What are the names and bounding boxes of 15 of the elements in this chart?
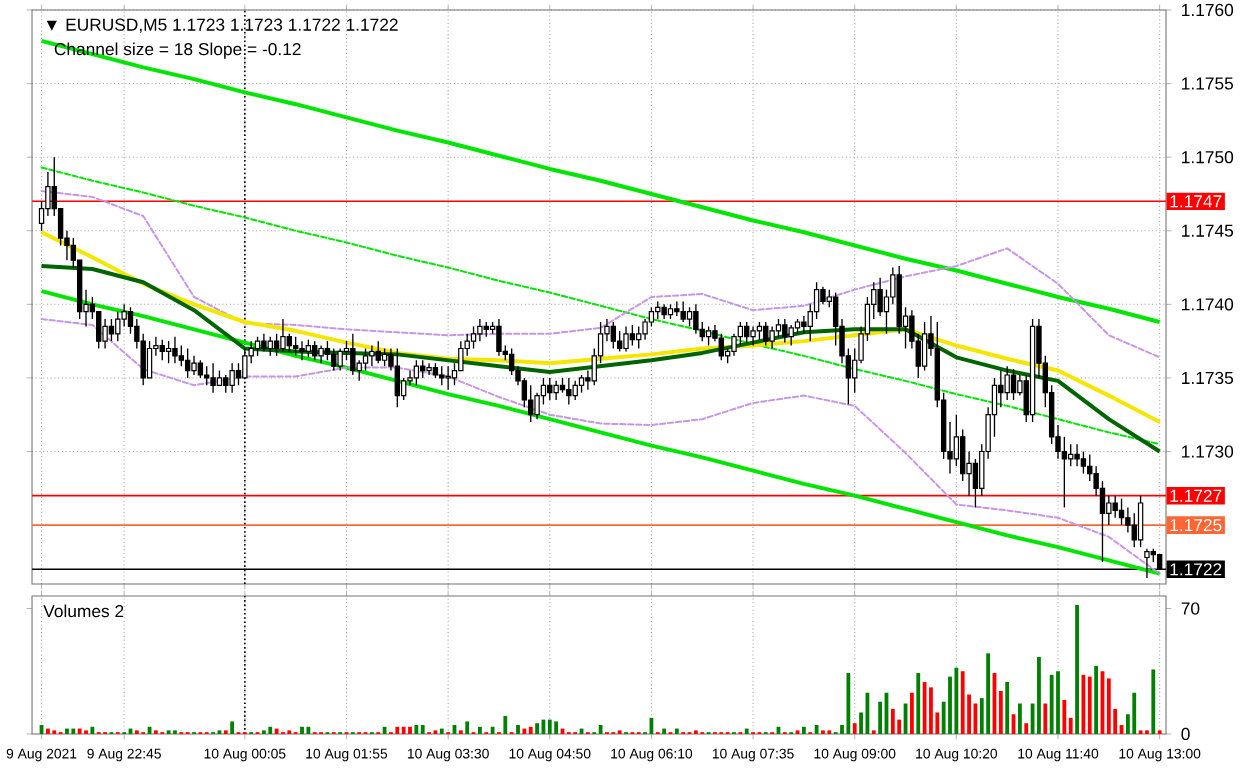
ref-line-label: 1.1727 [1170, 489, 1222, 502]
ref-line-label: 1.1747 [1170, 195, 1222, 208]
y-tick-label: 70 [1181, 602, 1200, 615]
y-tick-label: 1.1745 [1182, 224, 1234, 237]
ref-line-label: 1.1722 [1170, 563, 1222, 576]
y-tick-label: 1.1740 [1182, 298, 1234, 311]
chart-title: Volumes 2 [43, 604, 124, 618]
y-tick-label: 0 [1181, 727, 1190, 741]
y-tick-label: 1.1750 [1182, 151, 1234, 164]
y-tick-label: 1.1735 [1182, 371, 1234, 385]
ref-line-label: 1.1725 [1170, 518, 1222, 532]
chart-title: ▼ EURUSD,M5 1.1723 1.1723 1.1722 1.1722 [46, 18, 398, 33]
y-tick-label: 1.1730 [1182, 445, 1234, 458]
y-tick-label: 1.1760 [1182, 3, 1234, 17]
y-tick-label: 1.1755 [1182, 77, 1234, 90]
